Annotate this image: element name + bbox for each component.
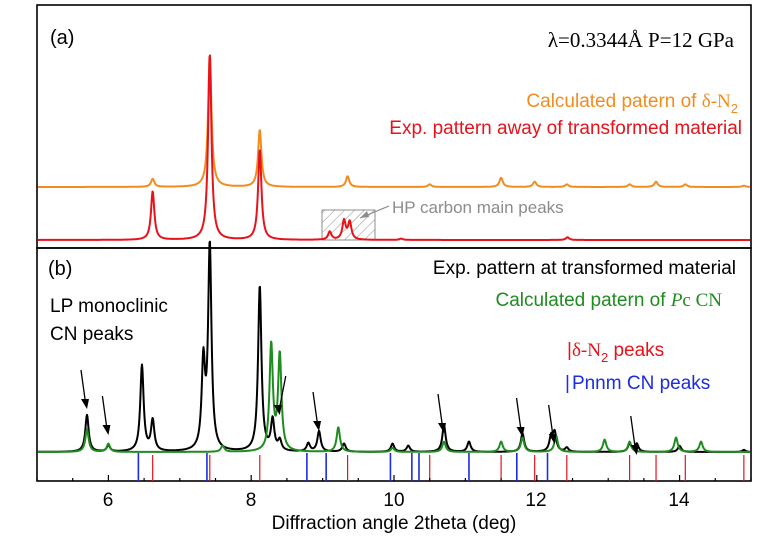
legend-exp-transformed: Exp. pattern at transformed material xyxy=(433,258,736,279)
panel-a-label: (a) xyxy=(50,27,74,49)
hp-carbon-arrowhead xyxy=(360,211,369,218)
peak-arrowhead xyxy=(516,427,525,437)
series-line-e8121a xyxy=(37,54,751,241)
x-axis xyxy=(36,475,752,481)
peak-arrowhead xyxy=(102,425,111,435)
peak-arrows xyxy=(80,369,639,455)
legend-delta-n2-peaks: |δ-N2 peaks xyxy=(567,340,664,365)
peak-arrowhead xyxy=(630,445,639,455)
legend-calc-delta-n2: Calculated patern of δ-N2 xyxy=(526,91,738,116)
legend-exp-away: Exp. pattern away of transformed materia… xyxy=(389,118,742,139)
lp-monoclinic-line1: LP monoclinic xyxy=(50,296,168,317)
peak-arrowhead xyxy=(548,434,557,444)
x-axis-label: Diffraction angle 2theta (deg) xyxy=(272,513,517,534)
diffraction-curves xyxy=(37,54,751,453)
x-tick-label: 14 xyxy=(668,490,690,511)
hp-carbon-label: HP carbon main peaks xyxy=(392,198,564,217)
x-tick-label: 12 xyxy=(525,490,546,511)
series-line-f28c1e xyxy=(37,54,751,188)
peak-arrowhead xyxy=(80,399,89,409)
lp-monoclinic-line2: CN peaks xyxy=(50,324,133,345)
panel-b-label: (b) xyxy=(48,258,72,280)
x-tick-label: 8 xyxy=(246,490,257,511)
legend-calc-pc-cn: Calculated patern of Pc CN xyxy=(495,290,722,311)
peak-arrowhead xyxy=(313,421,322,431)
peak-arrowhead xyxy=(437,423,446,433)
x-tick-label: 10 xyxy=(383,490,404,511)
peak-tick-marks xyxy=(137,453,745,481)
wavelength-pressure-header: λ=0.3344Å P=12 GPa xyxy=(548,28,735,52)
legend-pnnm-peaks: | Pnnm CN peaks xyxy=(565,373,710,394)
peak-arrowhead xyxy=(273,405,282,415)
x-tick-label: 6 xyxy=(103,490,114,511)
